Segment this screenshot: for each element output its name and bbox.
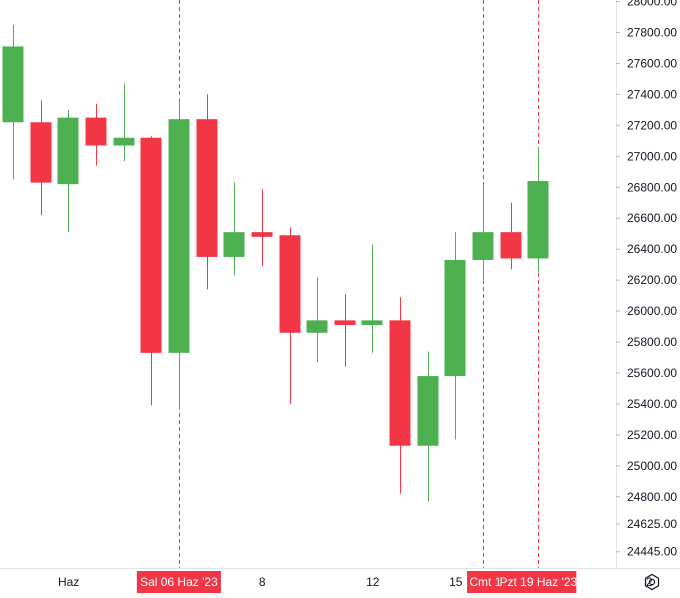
- x-tick-label: 8: [259, 575, 266, 589]
- candle[interactable]: [57, 109, 79, 233]
- chart-settings-button[interactable]: [641, 571, 663, 593]
- y-tick-label: 24800.00: [627, 490, 677, 504]
- candle[interactable]: [2, 24, 24, 180]
- candle-body: [2, 46, 24, 123]
- y-tick-label: 25400.00: [627, 397, 677, 411]
- candle-body: [361, 320, 383, 326]
- y-tick-label: 26600.00: [627, 211, 677, 225]
- y-tick-label: 25200.00: [627, 428, 677, 442]
- candle[interactable]: [389, 297, 411, 494]
- candle-body: [140, 137, 162, 353]
- price-axis[interactable]: 24445.00 24625.00 24800.00 25000.00 25200.00…: [616, 0, 677, 559]
- x-tick-label: 12: [366, 575, 380, 589]
- y-tick-label: 27000.00: [627, 149, 677, 163]
- y-tick-label: 26000.00: [627, 304, 677, 318]
- y-tick-label: 27200.00: [627, 118, 677, 132]
- candle[interactable]: [500, 202, 522, 270]
- y-tick-label: 25800.00: [627, 335, 677, 349]
- candle[interactable]: [334, 294, 356, 367]
- y-tick-label: 28000.00: [627, 0, 677, 9]
- candle-body: [251, 232, 273, 237]
- candles[interactable]: [2, 24, 549, 502]
- candle-body: [527, 181, 549, 259]
- settings-icon: [644, 573, 660, 591]
- candle[interactable]: [140, 136, 162, 406]
- candle[interactable]: [306, 277, 328, 363]
- candle[interactable]: [251, 188, 273, 267]
- candle-body: [223, 232, 245, 257]
- y-tick-label: 27600.00: [627, 56, 677, 70]
- y-tick-label: 26200.00: [627, 273, 677, 287]
- candle-body: [334, 320, 356, 326]
- marker-label: Sal 06 Haz '23: [136, 571, 221, 593]
- candle[interactable]: [361, 244, 383, 353]
- candle[interactable]: [85, 103, 107, 166]
- y-tick-label: 24625.00: [627, 517, 677, 531]
- candle[interactable]: [279, 227, 301, 404]
- candle[interactable]: [30, 100, 52, 216]
- candle-body: [500, 232, 522, 259]
- candle-body: [30, 122, 52, 183]
- candle-body: [472, 232, 494, 261]
- y-tick-label: 24445.00: [627, 545, 677, 559]
- x-tick-label: 15: [449, 575, 463, 589]
- candle-body: [57, 117, 79, 185]
- candle[interactable]: [223, 182, 245, 276]
- marker-label-badge: [136, 571, 221, 593]
- x-tick-label: Haz: [58, 575, 79, 589]
- marker-label-badge: [500, 571, 577, 593]
- candle[interactable]: [527, 147, 549, 273]
- candle-body: [417, 376, 439, 446]
- y-tick-label: 26400.00: [627, 242, 677, 256]
- candle-body: [444, 260, 466, 377]
- marker-lines: [179, 0, 539, 568]
- y-tick-label: 27800.00: [627, 26, 677, 40]
- candle[interactable]: [472, 184, 494, 282]
- candle[interactable]: [168, 99, 190, 411]
- y-tick-label: 26800.00: [627, 180, 677, 194]
- candle-body: [306, 320, 328, 333]
- candle-body: [85, 117, 107, 146]
- candle-body: [113, 137, 135, 146]
- candle-body: [168, 119, 190, 353]
- y-tick-label: 25600.00: [627, 366, 677, 380]
- candle[interactable]: [196, 94, 218, 290]
- marker-label-text: Sal 06 Haz '23: [140, 575, 218, 589]
- candle-body: [279, 235, 301, 333]
- time-axis[interactable]: Haz 8 12 15 2: [58, 575, 653, 589]
- marker-label-text: Pzt 19 Haz '23: [500, 575, 578, 589]
- candle[interactable]: [444, 232, 466, 440]
- candle-body: [389, 320, 411, 446]
- y-tick-label: 27400.00: [627, 87, 677, 101]
- y-tick-label: 25000.00: [627, 459, 677, 473]
- candle[interactable]: [113, 83, 135, 161]
- marker-label: Pzt 19 Haz '23: [500, 571, 578, 593]
- candle-body: [196, 119, 218, 257]
- candle[interactable]: [417, 351, 439, 502]
